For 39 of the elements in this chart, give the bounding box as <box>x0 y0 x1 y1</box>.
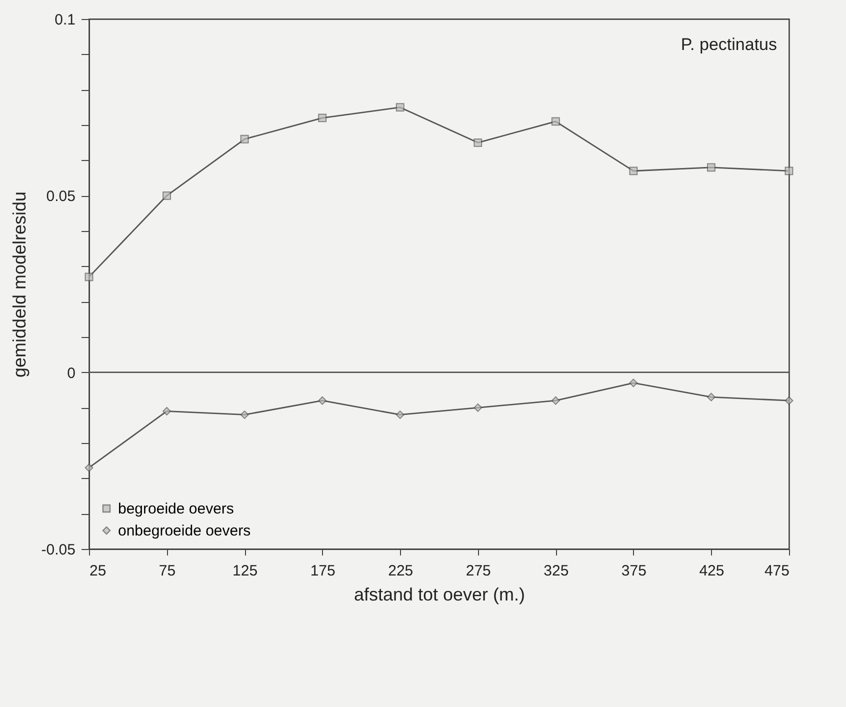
x-tick-label: 475 <box>764 562 790 580</box>
point <box>84 272 94 282</box>
x-tick-label: 325 <box>544 562 569 580</box>
point <box>707 392 716 402</box>
point <box>240 410 249 419</box>
point <box>707 163 716 172</box>
x-tick-label: 125 <box>232 562 258 580</box>
x-tick-label: 75 <box>158 562 176 580</box>
y-tick-label: -0.05 <box>41 542 76 558</box>
point <box>629 166 638 176</box>
x-tick-label: 275 <box>466 562 491 580</box>
point <box>162 191 171 200</box>
y-tick-label: 0 <box>67 364 76 382</box>
point <box>162 406 171 416</box>
point <box>551 396 560 405</box>
point <box>474 403 482 412</box>
x-tick-label: 175 <box>310 562 336 580</box>
y-tick-label: 0.1 <box>54 12 76 28</box>
x-axis-title: afstand tot oever (m.) <box>354 584 526 604</box>
x-tick-label: 25 <box>90 562 106 580</box>
point <box>784 166 794 176</box>
point <box>396 103 404 112</box>
x-tick-label: 375 <box>621 562 646 580</box>
point <box>318 396 327 405</box>
point <box>240 134 249 144</box>
y-axis-title: gemiddeld modelresidu <box>9 191 30 378</box>
x-tick-label: 225 <box>388 562 414 580</box>
point <box>318 114 327 122</box>
annotation: P. pectinatus <box>680 35 777 54</box>
legend-label: begroeide oevers <box>118 500 234 518</box>
point <box>784 396 794 405</box>
point <box>84 464 94 472</box>
x-tick-label: 425 <box>699 562 724 580</box>
point <box>474 138 482 147</box>
y-tick-label: 0.05 <box>46 188 76 206</box>
point <box>551 117 560 126</box>
legend-label: onbegroeide oevers <box>118 522 251 540</box>
point <box>396 410 404 419</box>
point <box>629 378 638 388</box>
